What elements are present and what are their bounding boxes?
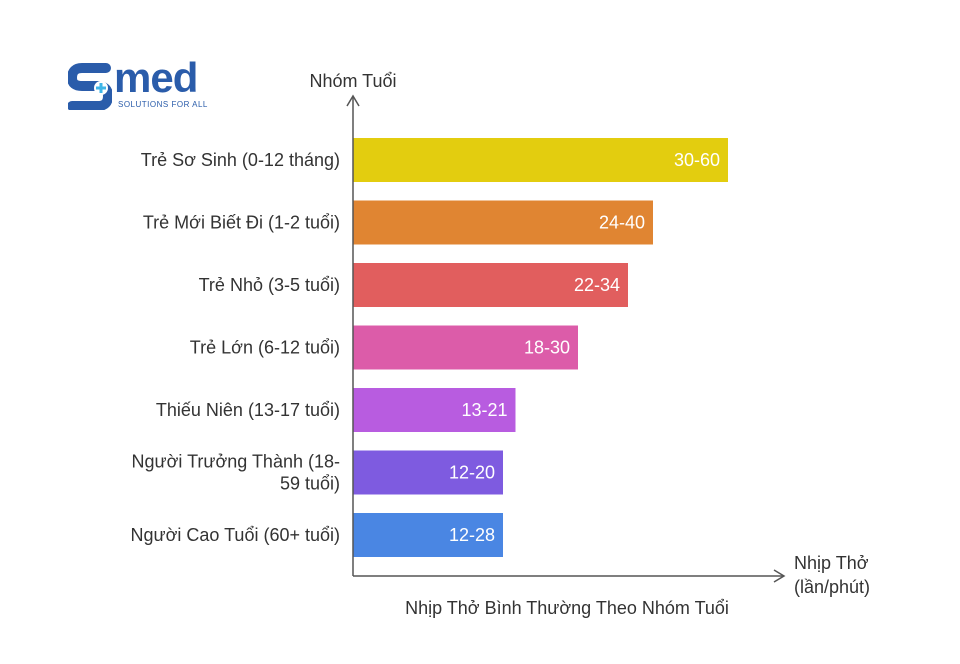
category-label-1: Trẻ Sơ Sinh (0-12 tháng) bbox=[141, 150, 340, 170]
logo-tagline: SOLUTIONS FOR ALL bbox=[118, 100, 208, 109]
category-label-2: Trẻ Mới Biết Đi (1-2 tuổi) bbox=[143, 213, 340, 233]
category-label-4: Trẻ Lớn (6-12 tuổi) bbox=[190, 338, 340, 358]
x-axis-arrow-icon bbox=[773, 569, 786, 583]
chart-title: Nhịp Thở Bình Thường Theo Nhóm Tuổi bbox=[405, 598, 729, 618]
category-label-6-line-1: Người Trưởng Thành (18- bbox=[132, 452, 340, 472]
y-axis-arrow-icon bbox=[346, 94, 360, 107]
bars-group: 30-60 Trẻ Sơ Sinh (0-12 tháng) 24-40 Trẻ Mớ… bbox=[131, 138, 728, 557]
category-label-5: Thiếu Niên (13-17 tuổi) bbox=[156, 400, 340, 420]
smed-logo: med SOLUTIONS FOR ALL bbox=[68, 54, 228, 112]
bar-2 bbox=[353, 200, 653, 245]
bar-3 bbox=[353, 263, 628, 307]
category-label-3: Trẻ Nhỏ (3-5 tuổi) bbox=[199, 275, 340, 295]
bar-value-label-4: 18-30 bbox=[524, 338, 570, 358]
bar-value-label-7: 12-28 bbox=[449, 525, 495, 545]
category-label-6-line-2: 59 tuổi) bbox=[280, 474, 340, 494]
bar-value-label-3: 22-34 bbox=[574, 275, 620, 295]
bar-value-label-2: 24-40 bbox=[599, 213, 645, 233]
bar-value-label-5: 13-21 bbox=[461, 400, 507, 420]
bar-7 bbox=[353, 513, 503, 557]
bar-1 bbox=[353, 138, 728, 182]
x-axis-title-line-1: Nhịp Thở bbox=[794, 553, 869, 573]
bar-value-label-6: 12-20 bbox=[449, 463, 495, 483]
x-axis-title-line-2: (lần/phút) bbox=[794, 577, 870, 597]
y-axis-title: Nhóm Tuổi bbox=[309, 71, 396, 91]
category-label-7: Người Cao Tuổi (60+ tuổi) bbox=[131, 525, 340, 545]
axes-group bbox=[346, 94, 786, 583]
bar-4 bbox=[353, 325, 578, 370]
bar-value-label-1: 30-60 bbox=[674, 150, 720, 170]
bar-5 bbox=[353, 388, 516, 432]
logo-s-icon bbox=[68, 63, 112, 110]
bar-6 bbox=[353, 450, 503, 495]
logo-wordmark: med bbox=[114, 54, 198, 101]
